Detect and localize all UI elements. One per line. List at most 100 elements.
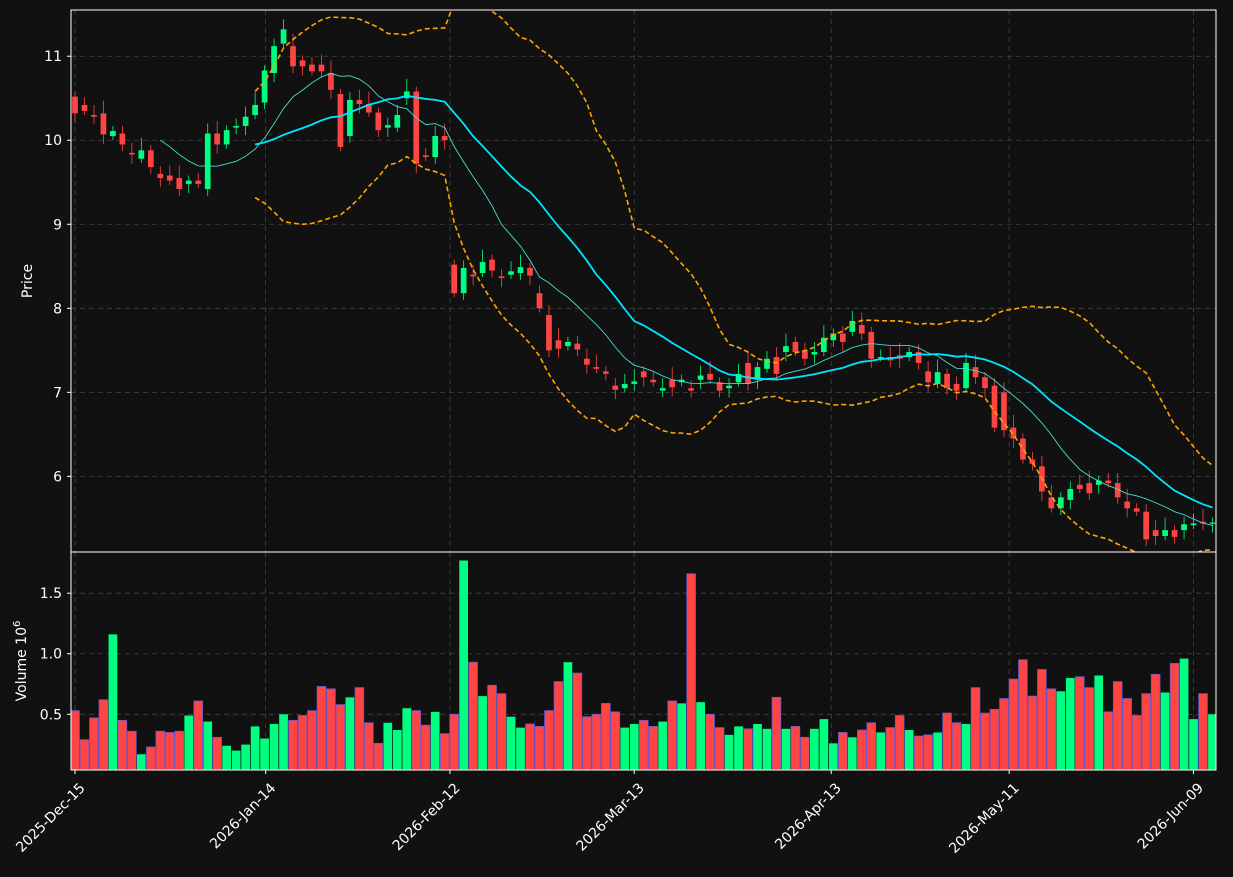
volume-bar-down <box>857 729 867 770</box>
volume-bar-up <box>222 745 232 770</box>
volume-bar-down <box>686 573 696 770</box>
candle-down <box>1143 511 1149 540</box>
volume-bar-down <box>354 687 365 770</box>
volume-ytick-label: 1.5 <box>40 586 62 602</box>
candle-down <box>593 367 600 369</box>
candle-up <box>517 267 524 274</box>
candle-up <box>821 337 827 353</box>
volume-bar-down <box>743 728 753 770</box>
price-ytick-label: 6 <box>53 469 62 485</box>
candle-up <box>432 136 439 158</box>
volume-bar-down <box>771 696 782 770</box>
volume-bar-up <box>876 732 886 770</box>
candle-down <box>1171 530 1178 537</box>
candle-down <box>1152 530 1159 537</box>
candle-down <box>953 383 960 391</box>
volume-bar-up <box>1094 675 1104 770</box>
candle-down <box>944 373 950 389</box>
candle-up <box>242 116 249 126</box>
volume-bar-up <box>279 714 288 770</box>
candle-up <box>223 130 230 145</box>
candle-up <box>347 99 353 137</box>
volume-bar-down <box>1131 715 1142 770</box>
candle-down <box>640 371 647 378</box>
volume-bar-down <box>582 716 592 770</box>
volume-bar-down <box>980 712 990 770</box>
candle-up <box>849 320 856 332</box>
candle-down <box>1048 497 1055 509</box>
volume-bar-down <box>146 746 156 770</box>
volume-bar-down <box>373 742 384 770</box>
volume-bar-down <box>553 681 564 770</box>
candle-up <box>764 358 770 369</box>
candle-down <box>915 352 922 363</box>
volume-bar-up <box>430 711 440 770</box>
candle-up <box>204 133 211 189</box>
volume-bar-down <box>800 736 810 770</box>
candle-up <box>110 131 116 137</box>
volume-bar-down <box>1075 676 1085 770</box>
candle-up <box>735 373 742 383</box>
volume-bar-down <box>174 730 185 770</box>
bollinger-lower-line <box>254 155 1213 552</box>
ma-slow-line <box>254 94 1213 509</box>
volume-bar-up <box>933 732 942 770</box>
volume-axis-label-exponent: 6 <box>12 621 23 627</box>
volume-bar-up <box>506 716 516 770</box>
volume-bar-down <box>1037 669 1047 770</box>
candle-down <box>707 373 713 380</box>
volume-bar-down <box>468 661 478 770</box>
candle-down <box>81 104 88 111</box>
candle-down <box>982 377 988 389</box>
candle-down <box>773 357 780 374</box>
candle-up <box>508 271 514 275</box>
volume-bar-up <box>383 722 393 770</box>
volume-bar-down <box>1218 702 1227 770</box>
candle-down <box>356 99 363 105</box>
volume-bar-up <box>753 723 762 770</box>
price-ytick-label: 7 <box>53 385 62 401</box>
candle-down <box>669 379 676 388</box>
xtick-label: 2025-Dec-15 <box>13 780 88 855</box>
volume-bar-down <box>127 730 137 770</box>
candle-down <box>375 112 382 131</box>
candle-down <box>802 350 808 359</box>
volume-bar-up <box>459 560 469 770</box>
price-ytick-label: 10 <box>44 133 62 149</box>
volume-bar-up <box>734 726 743 770</box>
volume-bar-down <box>326 688 336 770</box>
volume-bar-up <box>781 728 791 770</box>
volume-bar-down <box>591 713 602 770</box>
volume-bar-down <box>1018 659 1028 770</box>
volume-bar-down <box>638 719 649 770</box>
candle-down <box>318 64 325 72</box>
candle-down <box>650 379 657 383</box>
volume-bar-down <box>572 672 583 770</box>
volume-bar-down <box>885 727 895 770</box>
volume-bar-up <box>1056 691 1066 770</box>
volume-bar-down <box>1112 681 1123 770</box>
candle-down <box>868 331 875 359</box>
volume-bar-up <box>260 738 269 770</box>
candle-down <box>527 267 533 276</box>
candle-down <box>309 64 315 72</box>
candle-down <box>991 385 998 428</box>
candle-down <box>792 341 799 353</box>
volume-bar-down <box>420 724 431 770</box>
candle-down <box>1124 501 1131 509</box>
candle-down <box>119 133 126 145</box>
volume-bar-down <box>942 712 952 770</box>
volume-bar-down <box>951 722 962 770</box>
candle-up <box>479 262 486 274</box>
candle-down <box>1105 480 1112 484</box>
volume-bar-up <box>402 708 412 770</box>
volume-bar-down <box>894 715 905 770</box>
price-ytick-label: 11 <box>44 49 62 65</box>
volume-bar-down <box>1150 673 1161 770</box>
volume-bar-down <box>1103 711 1113 770</box>
volume-bar-down <box>1122 698 1132 770</box>
candle-up <box>659 388 666 391</box>
volume-bar-down <box>288 719 298 770</box>
candle-down <box>745 362 751 384</box>
volume-bar-up <box>1189 719 1198 770</box>
